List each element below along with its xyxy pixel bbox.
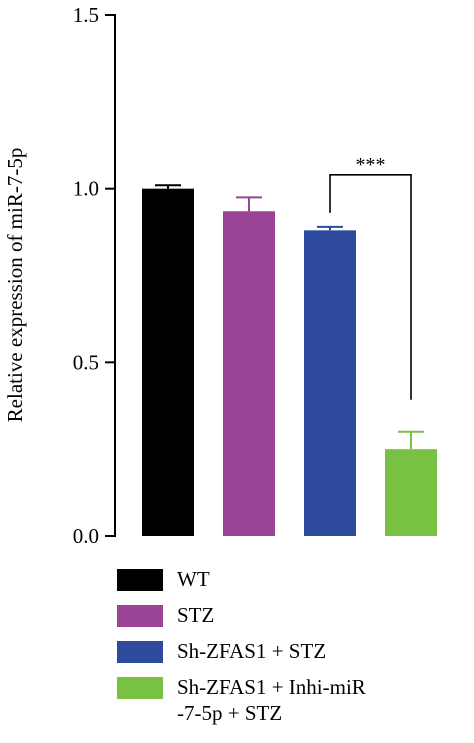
significance-annotation: ***: [329, 154, 412, 400]
legend-label-wt: WT: [177, 567, 210, 591]
y-tick-label-0.0: 0.0: [73, 524, 99, 548]
significance-bracket: [329, 173, 412, 400]
legend-swatch-sh-zfas1-stz: [117, 641, 163, 663]
legend-label-sh-zfas1-stz: Sh-ZFAS1 + STZ: [177, 639, 327, 663]
legend-item-stz: STZ: [117, 602, 366, 638]
bar-3: [385, 449, 437, 536]
legend-item-sh-zfas1-inhi-mir-stz: Sh-ZFAS1 + Inhi-miR -7-5p + STZ: [117, 674, 366, 726]
bars: [142, 184, 437, 536]
bar-2: [304, 230, 356, 536]
legend-swatch-wt: [117, 569, 163, 591]
y-tick-label-0.5: 0.5: [73, 350, 99, 374]
legend-label-sh-zfas1-inhi-mir-stz: Sh-ZFAS1 + Inhi-miR -7-5p + STZ: [177, 675, 366, 725]
bar-0: [142, 188, 194, 536]
y-tick-label-1.5: 1.5: [73, 3, 99, 27]
significance-label: ***: [356, 154, 386, 176]
y-axis-label: Relative expression of miR-7-5p: [3, 148, 27, 423]
y-axis: 0.0 0.5 1.0 1.5: [73, 3, 116, 548]
legend-item-sh-zfas1-stz: Sh-ZFAS1 + STZ: [117, 638, 366, 674]
legend-item-wt: WT: [117, 566, 366, 602]
legend-swatch-stz: [117, 605, 163, 627]
bar-1: [223, 211, 275, 536]
legend-swatch-sh-zfas1-inhi-mir-stz: [117, 677, 163, 699]
legend-label-stz: STZ: [177, 603, 215, 627]
legend: WT STZ Sh-ZFAS1 + STZ Sh-ZFAS1 + Inhi-mi…: [117, 566, 366, 726]
y-tick-label-1.0: 1.0: [73, 177, 99, 201]
bar-chart: 0.0 0.5 1.0 1.5 *** Relative expression of …: [3, 3, 437, 548]
